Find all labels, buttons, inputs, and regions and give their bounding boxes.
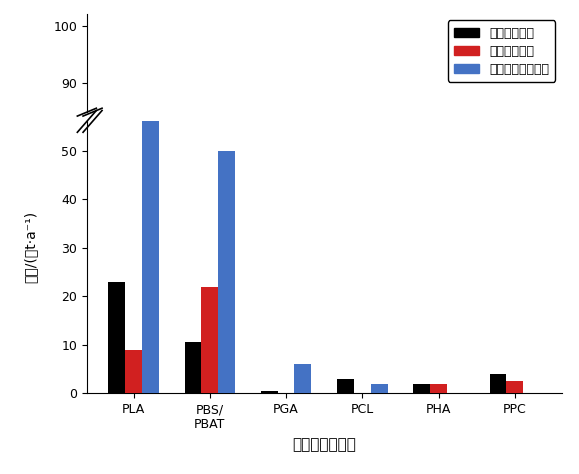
Bar	[413, 384, 430, 393]
Bar	[337, 379, 354, 393]
Bar	[507, 381, 523, 393]
Bar	[371, 384, 387, 393]
Bar	[108, 282, 125, 393]
Bar	[125, 350, 142, 393]
Bar	[108, 469, 125, 474]
Text: 产能/(万t·a⁻¹): 产能/(万t·a⁻¹)	[23, 210, 37, 283]
Bar	[218, 151, 235, 393]
X-axis label: 可生物降解塑料: 可生物降解塑料	[292, 437, 356, 452]
Bar	[201, 287, 218, 393]
Bar	[261, 391, 278, 393]
Bar	[490, 374, 507, 393]
Bar	[295, 365, 312, 393]
Bar	[185, 342, 201, 393]
Bar	[142, 170, 159, 474]
Bar	[430, 384, 447, 393]
Bar	[218, 314, 235, 474]
Legend: 国外现有产能, 国内现有产能, 国内预计增加产能: 国外现有产能, 国内现有产能, 国内预计增加产能	[448, 20, 555, 82]
Bar	[142, 29, 159, 393]
